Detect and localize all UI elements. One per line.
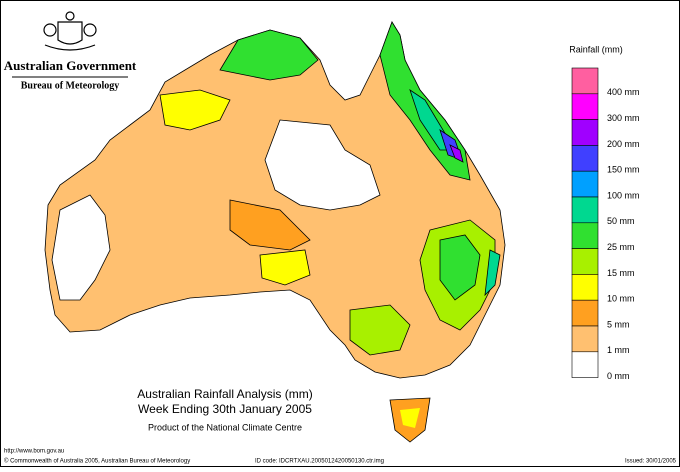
tasmania-rain	[400, 408, 420, 428]
url: http://www.bom.gov.au	[4, 449, 64, 455]
title-line1: Australian Rainfall Analysis (mm)	[137, 387, 312, 401]
title-line3: Product of the National Climate Centre	[148, 422, 302, 432]
legend-swatch	[571, 248, 599, 275]
legend-swatch	[571, 274, 599, 301]
issued: Issued: 30/01/2005	[625, 459, 677, 465]
legend-label: 5 mm	[607, 319, 630, 329]
copyright: © Commonwealth of Australia 2005, Austra…	[4, 458, 190, 465]
legend-label: 100 mm	[607, 190, 640, 200]
bureau: Bureau of Meteorology	[21, 80, 120, 91]
legend: Rainfall (mm) 400 mm 300 mm 200 mm 150 mm 10…	[569, 44, 639, 381]
legend-swatch	[571, 196, 599, 224]
legend-swatch	[571, 299, 599, 327]
legend-swatch	[571, 351, 599, 378]
legend-title: Rainfall (mm)	[569, 44, 623, 54]
title-line2: Week Ending 30th January 2005	[138, 402, 312, 416]
id-code: ID code: IDCRTXAU.2005012420050130.ctr.i…	[255, 459, 384, 465]
australia	[44, 21, 506, 379]
legend-label: 25 mm	[607, 242, 635, 252]
legend-label: 0 mm	[607, 371, 630, 381]
legend-label: 200 mm	[607, 139, 640, 149]
legend-label: 1 mm	[607, 345, 630, 355]
legend-label: 300 mm	[607, 113, 640, 123]
legend-swatch	[571, 67, 599, 95]
legend-label: 400 mm	[607, 87, 640, 97]
legend-swatch	[571, 119, 599, 146]
crest	[43, 11, 97, 51]
legend-label: 150 mm	[607, 165, 640, 175]
legend-swatch	[571, 325, 599, 353]
legend-swatch	[571, 93, 599, 120]
legend-label: 50 mm	[607, 216, 635, 226]
legend-label: 10 mm	[607, 294, 635, 304]
government: Australian Government	[4, 58, 137, 73]
legend-swatch	[571, 170, 599, 198]
legend-swatch	[571, 145, 599, 172]
legend-swatch	[571, 222, 599, 249]
legend-label: 15 mm	[607, 268, 635, 278]
